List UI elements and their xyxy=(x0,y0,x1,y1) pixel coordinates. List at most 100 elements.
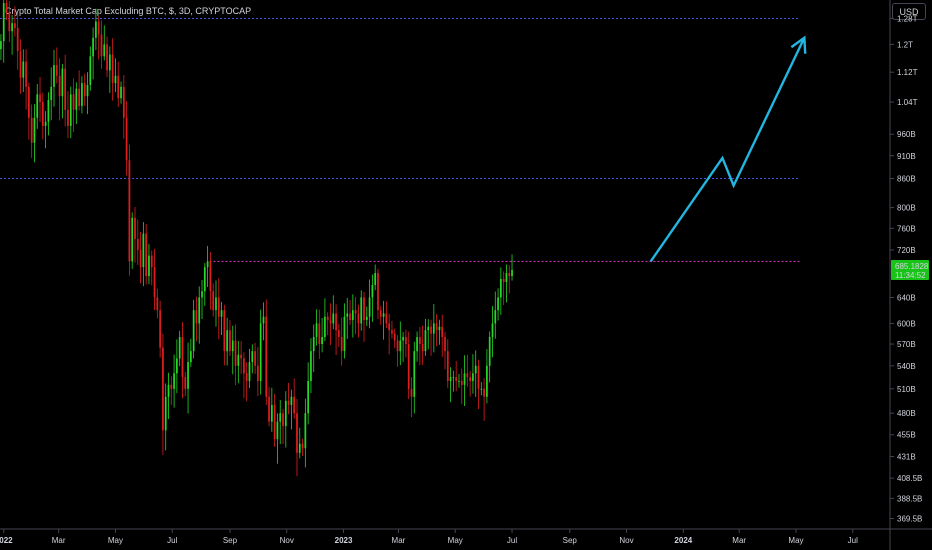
candle-body xyxy=(497,297,499,311)
time-axis[interactable]: 2022 Mar May Jul Sep Nov 2023 Mar May Jul Sep Nov 20… xyxy=(0,528,932,545)
candle-body xyxy=(11,23,13,32)
candle-body xyxy=(176,358,178,374)
candle-body xyxy=(279,413,282,422)
x-tick-labels: 2022 Mar May Jul Sep Nov 2023 Mar May Jul Sep Nov 20… xyxy=(0,529,858,545)
y-tick-label: 570B xyxy=(897,340,916,349)
candle-body xyxy=(128,160,131,262)
candle-body xyxy=(340,337,343,352)
candle-body xyxy=(251,351,254,363)
x-tick-label: Sep xyxy=(223,536,238,545)
candle-body xyxy=(209,261,212,292)
candle-body xyxy=(215,297,217,311)
candle-body xyxy=(159,310,161,348)
candle-body xyxy=(206,261,209,268)
x-tick-label: Nov xyxy=(280,536,294,545)
candle-body xyxy=(441,326,444,338)
candle-body xyxy=(363,297,365,321)
y-tick-label: 369.5B xyxy=(897,515,922,524)
candle-body xyxy=(33,117,36,143)
y-tick-label: 960B xyxy=(897,130,916,139)
candle-body xyxy=(421,344,424,352)
candle-body xyxy=(388,323,391,331)
candle-body xyxy=(413,351,416,397)
x-tick-label: Mar xyxy=(732,536,746,545)
x-tick-label: May xyxy=(108,536,123,545)
candle-body xyxy=(173,373,175,389)
candle-body xyxy=(262,316,265,324)
candle-body xyxy=(377,273,379,311)
candle-body xyxy=(248,362,251,381)
candle-body xyxy=(435,323,438,331)
candle-body xyxy=(16,27,19,52)
y-tick-label: 1.04T xyxy=(897,98,918,107)
candle-body xyxy=(499,278,502,298)
candle-body xyxy=(189,351,192,363)
y-tick-label: 480B xyxy=(897,409,916,418)
candle-body xyxy=(170,384,173,389)
candle-body xyxy=(72,94,75,110)
candle-body xyxy=(410,388,413,397)
candle-body xyxy=(452,377,455,378)
candle-body xyxy=(58,75,61,97)
candle-body xyxy=(427,326,430,331)
candle-body xyxy=(287,400,290,405)
candle-body xyxy=(488,337,491,366)
candle-body xyxy=(217,297,220,317)
candle-body xyxy=(184,377,187,389)
candle-body xyxy=(106,44,108,71)
candle-body xyxy=(511,269,513,276)
candle-body xyxy=(329,320,332,324)
y-tick-label: 720B xyxy=(897,246,916,255)
candle-body xyxy=(145,233,148,276)
candle-body xyxy=(502,278,505,282)
candle-body xyxy=(167,384,170,397)
candle-body xyxy=(290,396,293,405)
candle-body xyxy=(234,340,237,366)
candle-body xyxy=(108,54,111,71)
candle-body xyxy=(360,297,363,324)
y-tick-label: 760B xyxy=(897,224,916,233)
projection-arrow xyxy=(649,35,807,263)
candle-body xyxy=(142,233,145,268)
x-tick-label: May xyxy=(788,536,803,545)
candle-body xyxy=(5,3,8,13)
chart-title: Crypto Total Market Cap Excluding BTC, $… xyxy=(5,6,252,16)
candle-body xyxy=(156,297,159,311)
candle-body xyxy=(164,396,167,431)
candle-body xyxy=(349,313,351,321)
candle-body xyxy=(22,61,25,78)
y-tick-label: 1.2T xyxy=(897,40,913,49)
candle-body xyxy=(416,337,418,352)
y-tick-label: 388.5B xyxy=(897,494,922,503)
candle-body xyxy=(312,337,315,352)
candle-body xyxy=(463,373,466,385)
price-axis[interactable]: 1.28T 1.2T 1.12T 1.04T 960B 910B 860B 800B 760B 7… xyxy=(889,0,922,550)
candle-body xyxy=(365,316,368,321)
candle-body xyxy=(117,75,120,99)
candle-body xyxy=(201,291,203,298)
candle-body xyxy=(64,68,67,110)
candle-body xyxy=(259,323,262,381)
candle-body xyxy=(75,88,78,110)
current-price-countdown: 11:34:52 xyxy=(895,271,926,280)
y-tick-label: 1.12T xyxy=(897,68,918,77)
candle-body xyxy=(195,310,198,324)
y-tick-label: 510B xyxy=(897,385,916,394)
candle-body xyxy=(298,443,301,453)
x-tick-label: 2024 xyxy=(674,536,692,545)
candle-body xyxy=(346,313,349,317)
candle-body xyxy=(458,380,460,382)
candle-body xyxy=(243,358,245,374)
candle-body xyxy=(67,109,69,126)
currency-button[interactable]: USD xyxy=(892,3,926,20)
x-tick-label: 2023 xyxy=(335,536,353,545)
candle-body xyxy=(36,94,39,118)
candle-body xyxy=(357,313,360,324)
candle-body xyxy=(455,377,458,381)
y-tick-label: 408.5B xyxy=(897,474,922,483)
candle-body xyxy=(47,100,50,122)
candle-body xyxy=(335,313,337,331)
x-tick-label: May xyxy=(448,536,463,545)
candle-body xyxy=(273,404,276,440)
